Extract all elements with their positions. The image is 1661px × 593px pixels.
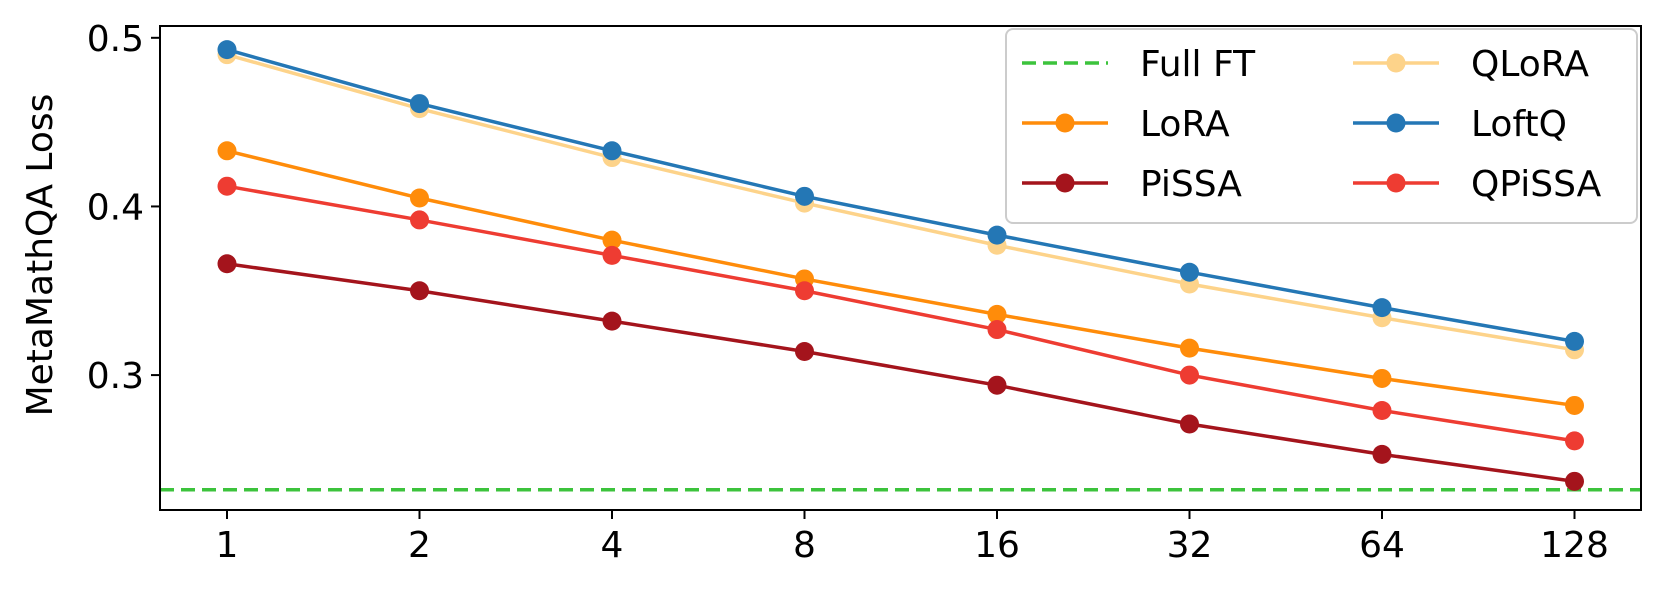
data-point-lora-2: [410, 188, 429, 208]
legend-marker-loftq: [1386, 113, 1406, 133]
data-point-pissa-32: [1180, 414, 1199, 434]
data-point-loftq-16: [987, 225, 1007, 245]
x-tick-label-1: 1: [216, 525, 239, 566]
y-tick-label: 0.4: [87, 187, 144, 228]
data-point-pissa-64: [1372, 444, 1392, 464]
legend-label-pissa: PiSSA: [1140, 164, 1242, 205]
data-point-pissa-1: [217, 254, 237, 274]
data-point-qpissa-64: [1372, 401, 1392, 421]
data-point-qpissa-8: [795, 281, 814, 301]
data-point-loftq-64: [1372, 298, 1392, 318]
data-point-lora-16: [987, 304, 1007, 324]
series-line-qlora: [226, 52, 1575, 352]
data-point-lora-128: [1565, 395, 1584, 415]
axes: 1 2 4 8 16 32 64 128 0.3 0.4 0.5: [87, 19, 1642, 566]
data-point-pissa-8: [795, 341, 814, 361]
series-line-qpissa: [226, 184, 1575, 443]
y-tick-label: 0.5: [87, 19, 144, 60]
data-point-lora-32: [1180, 338, 1199, 358]
x-tick-label-16: 16: [974, 525, 1020, 566]
data-point-loftq-2: [410, 94, 429, 114]
x-tick-label-128: 128: [1540, 525, 1609, 566]
y-axis-label: MetaMathQA Loss: [20, 94, 61, 417]
data-point-qpissa-4: [602, 245, 622, 265]
data-point-loftq-128: [1565, 331, 1584, 351]
data-point-loftq-32: [1180, 262, 1199, 282]
data-point-lora-4: [602, 230, 622, 250]
x-tick-label-4: 4: [601, 525, 624, 566]
plot-area: [160, 40, 1641, 492]
legend-marker-qlora: [1386, 53, 1406, 73]
data-point-qpissa-1: [217, 176, 237, 196]
data-point-loftq-4: [602, 141, 622, 161]
data-point-pissa-2: [410, 281, 429, 301]
data-point-loftq-1: [217, 40, 237, 60]
legend-label-loftq: LoftQ: [1471, 104, 1567, 145]
legend-marker-pissa: [1055, 173, 1075, 193]
data-point-qpissa-2: [410, 210, 429, 230]
legend-marker-qpissa: [1386, 173, 1406, 193]
data-point-pissa-4: [602, 311, 622, 331]
data-point-lora-64: [1372, 368, 1392, 388]
data-point-lora-1: [217, 141, 237, 161]
x-tick-label-8: 8: [793, 525, 816, 566]
legend-label-qlora: QLoRA: [1471, 44, 1589, 85]
data-point-qpissa-128: [1565, 431, 1584, 451]
data-point-qpissa-16: [987, 320, 1007, 340]
x-tick-label-2: 2: [408, 525, 431, 566]
data-point-loftq-8: [795, 186, 814, 206]
x-tick-label-32: 32: [1167, 525, 1213, 566]
data-point-pissa-16: [987, 375, 1007, 395]
plot-frame: [159, 25, 1642, 511]
legend-box: [1005, 28, 1638, 224]
data-point-qpissa-32: [1180, 365, 1199, 385]
legend-label-lora: LoRA: [1140, 104, 1230, 145]
data-point-pissa-128: [1565, 471, 1584, 491]
x-tick-label-64: 64: [1359, 525, 1405, 566]
legend-label-full-ft: Full FT: [1140, 44, 1256, 85]
legend: Full FT LoRA PiSSA QLoRA LoftQ QPiSSA: [1005, 28, 1638, 224]
legend-marker-lora: [1055, 113, 1075, 133]
y-tick-label: 0.3: [87, 356, 144, 397]
series-line-pissa: [226, 262, 1575, 484]
legend-label-qpissa: QPiSSA: [1471, 164, 1602, 205]
series-line-loftq: [226, 47, 1575, 344]
series-line-lora: [226, 149, 1575, 408]
